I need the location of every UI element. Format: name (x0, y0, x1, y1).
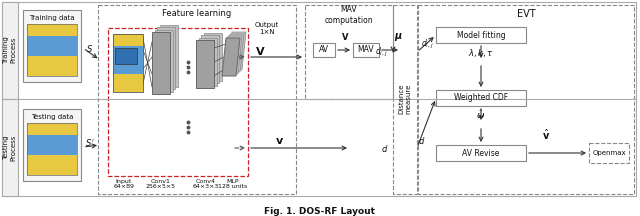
Bar (27, 135, 77, 155)
Text: $S'$: $S'$ (85, 137, 95, 148)
Bar (436, 90, 526, 106)
Text: Input
64×89: Input 64×89 (113, 179, 134, 189)
Bar (115, 48, 137, 64)
Polygon shape (226, 34, 244, 72)
Text: Distance
measure: Distance measure (399, 84, 412, 114)
Bar (2, 2, 18, 99)
Text: Training data: Training data (29, 15, 75, 21)
Bar (27, 24, 77, 76)
Bar (589, 143, 629, 163)
Text: $\boldsymbol{\mu}$: $\boldsymbol{\mu}$ (394, 31, 403, 43)
Text: $\mathbf{v}$: $\mathbf{v}$ (275, 136, 285, 146)
Bar (113, 74, 143, 92)
Text: $\hat{\mathbf{v}}$: $\hat{\mathbf{v}}$ (542, 128, 550, 142)
Bar (27, 155, 77, 175)
Bar (108, 28, 248, 176)
Text: Testing
Process: Testing Process (3, 135, 17, 161)
Polygon shape (222, 38, 240, 76)
Text: Output
1×N: Output 1×N (255, 22, 279, 35)
Bar (157, 27, 175, 89)
Bar (2, 99, 18, 196)
Bar (436, 145, 526, 161)
Bar (436, 27, 526, 43)
Bar (98, 5, 296, 194)
Text: Conv4
64×3×3: Conv4 64×3×3 (193, 179, 219, 189)
Text: $d$: $d$ (381, 143, 388, 154)
Bar (393, 5, 417, 194)
Bar (204, 32, 221, 81)
Bar (353, 43, 379, 57)
Text: Conv1
256×5×5: Conv1 256×5×5 (146, 179, 176, 189)
Text: $\mathbf{V}$: $\mathbf{V}$ (340, 32, 349, 43)
Bar (201, 35, 219, 83)
Bar (152, 32, 170, 94)
Bar (27, 24, 77, 36)
Text: AV: AV (319, 46, 329, 54)
Polygon shape (224, 36, 242, 74)
Bar (113, 46, 143, 74)
Bar (23, 109, 81, 181)
Bar (23, 10, 81, 82)
Bar (113, 34, 143, 46)
Text: MLP
128 units: MLP 128 units (218, 179, 248, 189)
Text: Training
Process: Training Process (3, 36, 17, 64)
Bar (2, 2, 636, 196)
Text: Model fitting: Model fitting (457, 30, 506, 40)
Bar (27, 123, 77, 175)
Text: MAV
computation: MAV computation (324, 5, 373, 25)
Text: EVT: EVT (516, 9, 535, 19)
Text: MAV: MAV (358, 46, 374, 54)
Text: $d_{i,j}$: $d_{i,j}$ (376, 45, 388, 59)
Bar (313, 43, 335, 57)
Text: Testing data: Testing data (31, 114, 73, 120)
Text: AV Revise: AV Revise (462, 149, 500, 157)
Text: $S$: $S$ (86, 43, 93, 54)
Text: Feature learning: Feature learning (163, 8, 232, 17)
Text: Weighted CDF: Weighted CDF (454, 94, 508, 103)
Bar (27, 56, 77, 76)
Text: $\lambda,k,\tau$: $\lambda,k,\tau$ (468, 47, 494, 59)
Text: $d$: $d$ (419, 135, 426, 146)
Bar (159, 24, 177, 86)
Bar (154, 30, 173, 92)
Bar (418, 5, 634, 194)
Text: $\mathbf{V}$: $\mathbf{V}$ (255, 45, 266, 57)
Bar (198, 38, 216, 86)
Bar (27, 36, 77, 56)
Bar (305, 5, 393, 99)
Bar (113, 34, 143, 92)
Text: Openmax: Openmax (592, 150, 626, 156)
Bar (196, 40, 214, 88)
Text: Fig. 1. DOS-RF Layout: Fig. 1. DOS-RF Layout (264, 206, 376, 216)
Bar (27, 123, 77, 135)
Text: $\hat{\omega}$: $\hat{\omega}$ (476, 109, 486, 121)
Polygon shape (228, 32, 246, 70)
Text: $d_{i,j}$: $d_{i,j}$ (420, 37, 433, 51)
